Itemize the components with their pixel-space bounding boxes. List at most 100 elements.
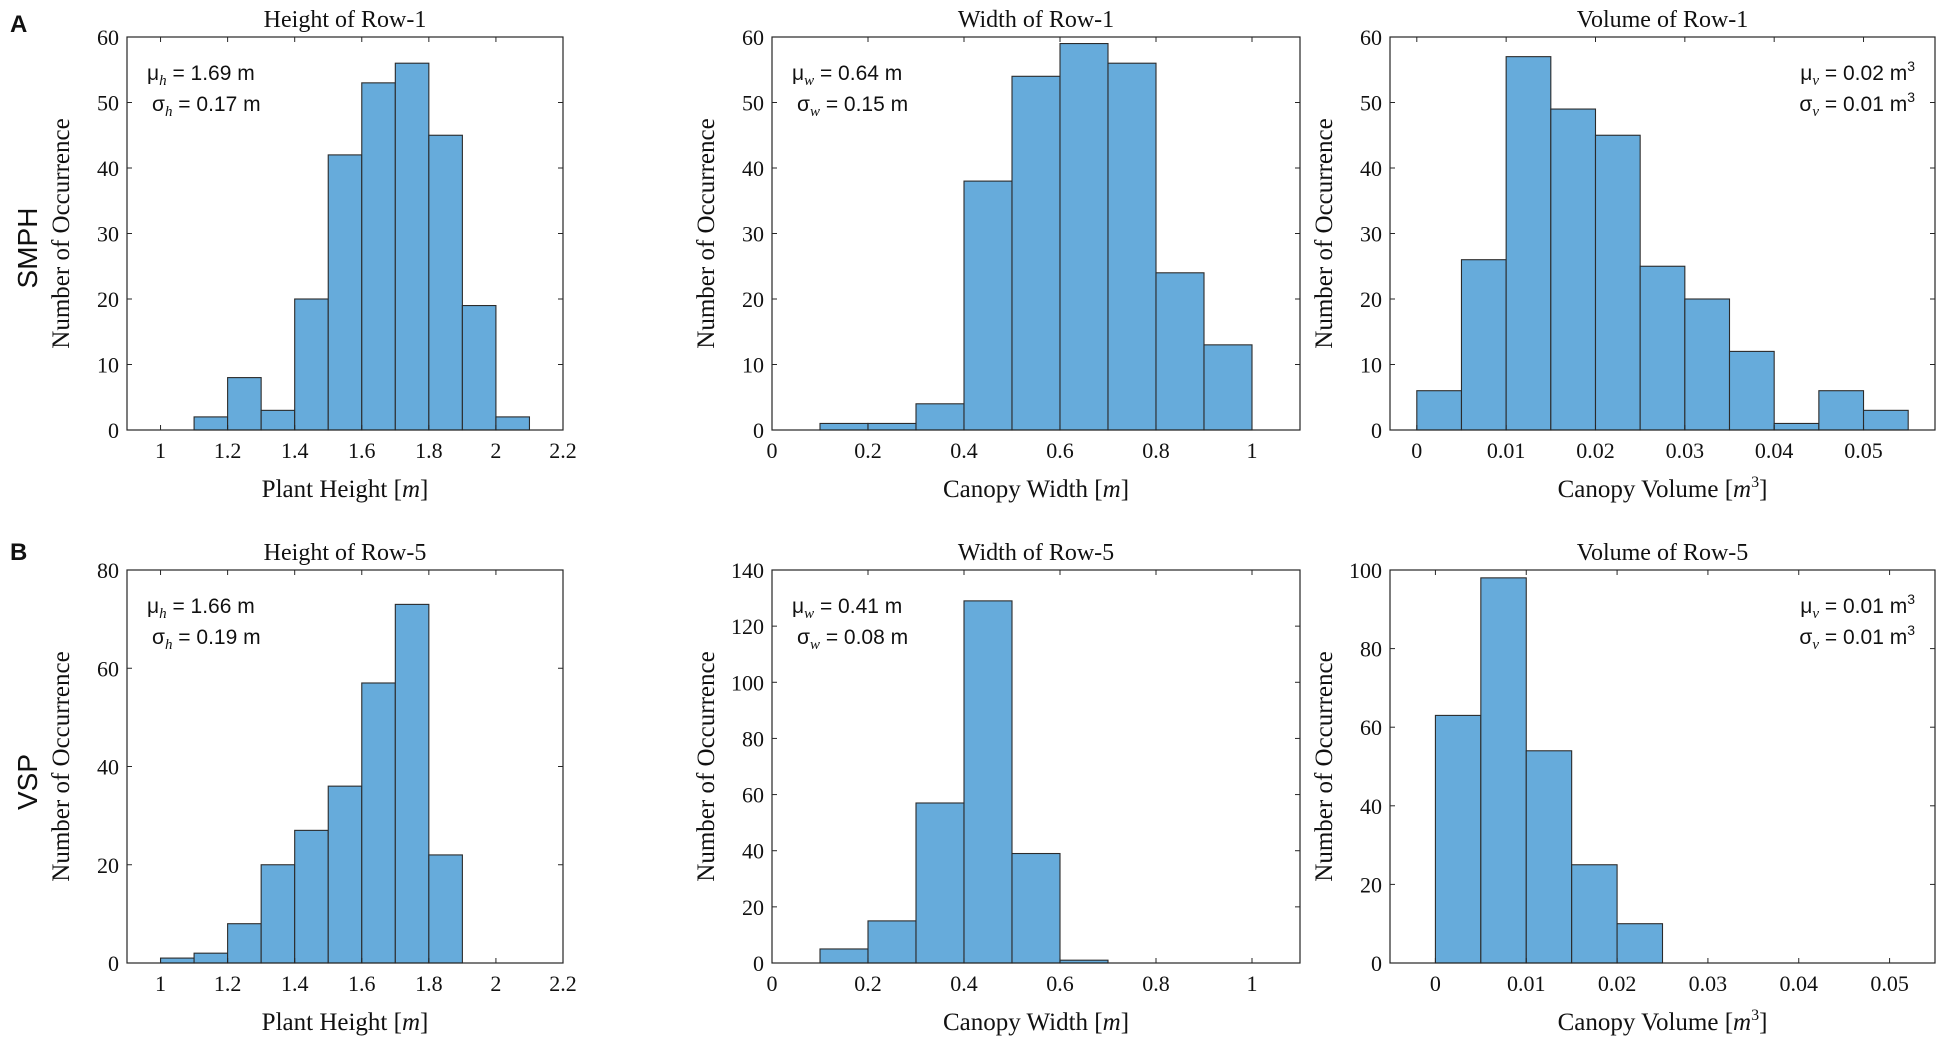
y-tick-label: 60 (97, 25, 119, 50)
stat-mean: μw = 0.64 m (792, 62, 902, 89)
histogram-bar (867, 422, 917, 431)
histogram-bar (1773, 422, 1820, 431)
histogram-bar (915, 403, 965, 431)
histogram-bar (327, 785, 363, 964)
x-axis-label: Canopy Volume [m3] (1558, 474, 1768, 503)
x-tick-label: 1 (155, 438, 166, 463)
histogram-bar (495, 416, 531, 431)
x-axis-label: Canopy Width [m] (943, 476, 1129, 503)
x-tick-label: 1.2 (214, 971, 242, 996)
stat-std: σv = 0.01 m3 (1799, 622, 1915, 653)
histogram-bar (1480, 577, 1527, 964)
x-tick-label: 0 (767, 438, 778, 463)
x-axis-label: Canopy Width [m] (943, 1009, 1129, 1036)
x-tick-label: 0.02 (1576, 438, 1615, 463)
y-tick-label: 30 (97, 222, 119, 247)
y-tick-label: 50 (97, 91, 119, 116)
x-tick-label: 2 (490, 438, 501, 463)
x-tick-label: 0 (1411, 438, 1422, 463)
histogram-bar (867, 920, 917, 964)
histogram-bar (294, 829, 329, 964)
x-tick-label: 0.03 (1666, 438, 1705, 463)
x-tick-label: 1.6 (348, 438, 376, 463)
chart-title: Height of Row-1 (264, 7, 427, 33)
histogram-bar (1416, 390, 1463, 431)
x-tick-label: 2.2 (549, 438, 577, 463)
x-tick-label: 0.05 (1844, 438, 1883, 463)
y-tick-label: 40 (742, 156, 764, 181)
y-tick-label: 0 (1371, 951, 1382, 976)
x-tick-label: 0.04 (1780, 971, 1819, 996)
histogram-bar (260, 409, 296, 431)
histogram-bar (1616, 923, 1664, 964)
x-tick-label: 0.4 (950, 438, 978, 463)
stat-std: σw = 0.08 m (797, 626, 908, 653)
stat-mean: μw = 0.41 m (792, 595, 902, 622)
x-tick-label: 0.6 (1046, 438, 1074, 463)
x-tick-label: 0.03 (1689, 971, 1728, 996)
y-tick-label: 60 (742, 783, 764, 808)
y-tick-label: 80 (742, 726, 764, 751)
y-tick-label: 60 (1360, 25, 1382, 50)
chart-title: Volume of Row-5 (1577, 540, 1749, 566)
x-tick-label: 2.2 (549, 971, 577, 996)
histogram-bar (1011, 75, 1061, 431)
histogram-bar (1818, 390, 1865, 431)
histogram-bar (1155, 272, 1205, 431)
histogram-bar (260, 864, 296, 964)
y-tick-label: 10 (97, 353, 119, 378)
histogram-bar (963, 600, 1013, 964)
y-axis-label: Number of Occurrence (1311, 118, 1338, 348)
histogram-bar (193, 952, 229, 964)
x-tick-label: 0.04 (1755, 438, 1794, 463)
y-tick-label: 140 (731, 558, 764, 583)
stat-std: σh = 0.17 m (152, 93, 261, 120)
chart-6: 0 0.01 0.02 0.03 0.04 0.05 0 20 40 60 80 100 Volume … (1311, 540, 1936, 1036)
axes-frame (771, 569, 1301, 964)
histogram-bar (1011, 852, 1061, 964)
y-tick-label: 30 (1360, 222, 1382, 247)
y-tick-label: 0 (108, 418, 119, 443)
y-tick-label: 100 (1349, 558, 1382, 583)
x-tick-label: 0 (767, 971, 778, 996)
histogram-bar (428, 134, 463, 431)
x-tick-label: 1 (1247, 438, 1258, 463)
x-tick-label: 1.8 (415, 971, 443, 996)
x-tick-label: 1 (155, 971, 166, 996)
y-tick-label: 40 (97, 755, 119, 780)
x-tick-label: 1.2 (214, 438, 242, 463)
histogram-bar (819, 422, 869, 431)
histogram-bar (193, 416, 229, 431)
x-tick-label: 1.4 (281, 438, 309, 463)
chart-3: 0 0.01 0.02 0.03 0.04 0.05 0 10 20 30 40 50 60 Volume… (1311, 7, 1936, 503)
chart-title: Width of Row-1 (958, 7, 1114, 33)
row-label-smph: SMPH (12, 208, 43, 289)
x-tick-label: 0.05 (1870, 971, 1909, 996)
chart-5: 0 0.2 0.4 0.6 0.8 1 0 20 40 60 80 100 120 140 Width of… (693, 540, 1301, 1036)
y-tick-label: 80 (1360, 637, 1382, 662)
y-axis-label: Number of Occurrence (1311, 651, 1338, 881)
stat-mean: μh = 1.69 m (147, 62, 255, 89)
histogram-bar (1571, 864, 1618, 964)
stat-mean: μv = 0.01 m3 (1800, 591, 1915, 622)
panel-letter-a: A (10, 11, 27, 38)
stat-std: σh = 0.19 m (152, 626, 261, 653)
x-tick-label: 1.4 (281, 971, 309, 996)
y-tick-label: 0 (1371, 418, 1382, 443)
x-tick-label: 0.4 (950, 971, 978, 996)
x-tick-label: 0.01 (1487, 438, 1526, 463)
y-tick-label: 10 (1360, 353, 1382, 378)
chart-title: Width of Row-5 (958, 540, 1114, 566)
x-tick-label: 0.01 (1507, 971, 1546, 996)
y-tick-label: 0 (108, 951, 119, 976)
histogram-bar (461, 304, 497, 431)
y-tick-label: 40 (742, 839, 764, 864)
stat-mean: μh = 1.66 m (147, 595, 255, 622)
chart-title: Volume of Row-1 (1577, 7, 1749, 33)
histogram-bar (915, 802, 965, 964)
y-tick-label: 20 (1360, 287, 1382, 312)
x-tick-label: 0.02 (1598, 971, 1637, 996)
chart-4: 1 1.2 1.4 1.6 1.8 2 2.2 0 20 40 60 80 Height of Row-… (48, 540, 577, 1036)
